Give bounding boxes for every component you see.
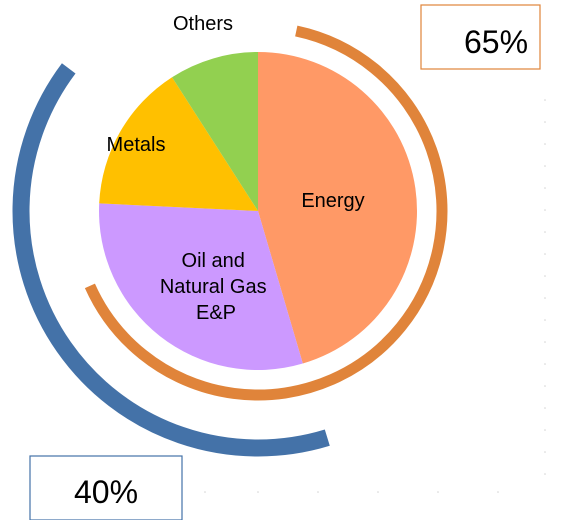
callout-box-65 xyxy=(420,4,541,70)
callout-40: 40% xyxy=(29,455,183,520)
background-dot xyxy=(437,491,439,493)
background-dot xyxy=(544,121,546,123)
background-dot xyxy=(204,491,206,493)
pie-slices xyxy=(98,51,418,371)
background-dots xyxy=(204,99,546,493)
background-dot xyxy=(377,491,379,493)
background-dot xyxy=(544,231,546,233)
background-dot xyxy=(544,407,546,409)
callout-box-40 xyxy=(29,455,183,520)
background-dot xyxy=(317,491,319,493)
background-dot xyxy=(544,429,546,431)
background-dot xyxy=(544,473,546,475)
background-dot xyxy=(544,209,546,211)
background-dot xyxy=(544,385,546,387)
callout-text-65: 65% xyxy=(464,24,528,60)
pie-slice-metals xyxy=(99,77,259,212)
slice-label-energy: Energy xyxy=(301,190,364,212)
callout-text-40: 40% xyxy=(74,474,138,510)
background-dot xyxy=(497,491,499,493)
slice-label-oil-and-natural-gas: Oil and Natural Gas E&P xyxy=(160,250,272,324)
pie-slice-others xyxy=(172,52,258,211)
background-dot xyxy=(257,491,259,493)
background-dot xyxy=(544,165,546,167)
slice-label-others: Others xyxy=(173,13,233,35)
background-dot xyxy=(544,99,546,101)
background-dot xyxy=(544,253,546,255)
background-dot xyxy=(544,319,546,321)
background-dot xyxy=(544,341,546,343)
pie-slice-energy xyxy=(258,51,418,364)
overlay-arc-40-path xyxy=(12,63,330,457)
overlay-arc-65 xyxy=(84,25,448,401)
callout-65: 65% xyxy=(420,4,541,70)
overlay-arc-40 xyxy=(12,63,330,457)
overlay-arc-65-path xyxy=(84,25,448,401)
pie-slice-oil-and-natural-gas-e-p xyxy=(98,203,303,371)
slice-label-metals: Metals xyxy=(107,134,166,156)
background-dot xyxy=(544,143,546,145)
background-dot xyxy=(544,363,546,365)
background-dot xyxy=(544,275,546,277)
background-dot xyxy=(544,451,546,453)
background-dot xyxy=(544,187,546,189)
background-dot xyxy=(544,297,546,299)
